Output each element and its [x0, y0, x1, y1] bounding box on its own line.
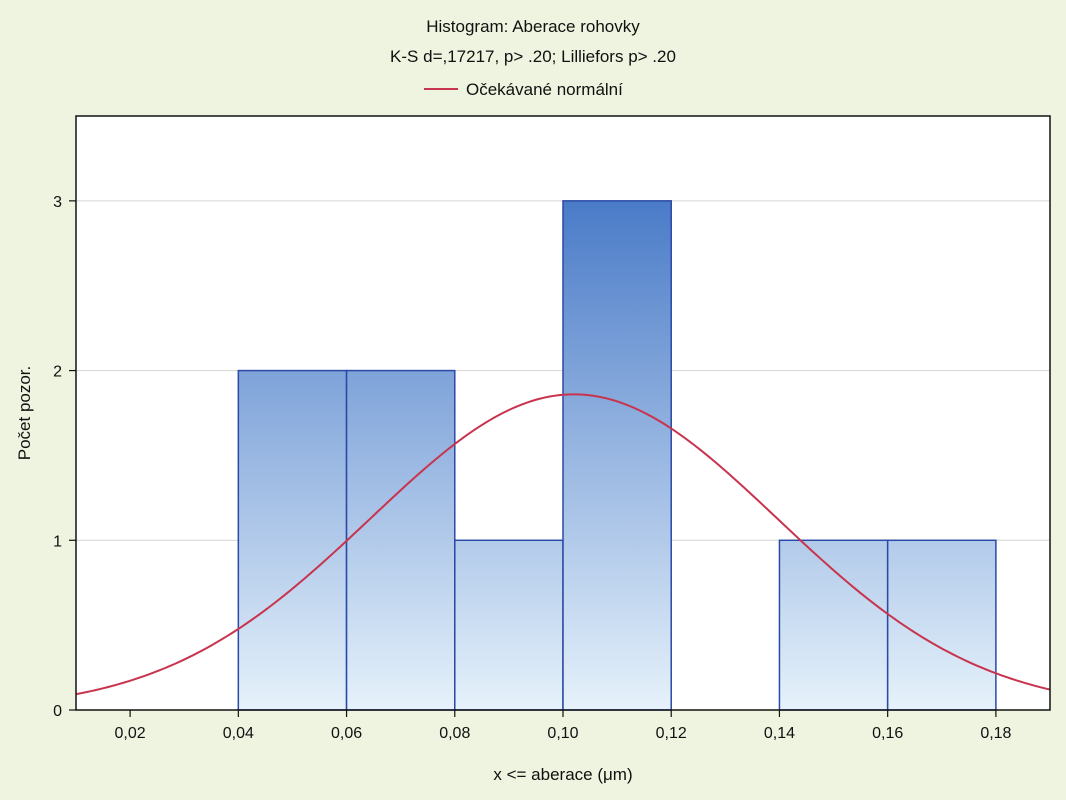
legend: Očekávané normální [424, 80, 623, 99]
y-tick-label: 1 [53, 533, 62, 550]
legend-label-expected-normal: Očekávané normální [466, 80, 623, 99]
y-tick-label: 2 [53, 364, 62, 381]
histogram-bar [886, 539, 997, 711]
histogram-bar [345, 369, 456, 711]
y-tick-label: 0 [53, 703, 62, 720]
x-tick-label: 0,04 [223, 725, 254, 742]
x-tick-label: 0,14 [764, 725, 795, 742]
x-tick-label: 0,12 [656, 725, 687, 742]
histogram-bars [237, 200, 997, 711]
x-axis-label: x <= aberace (μm) [493, 765, 632, 784]
x-axis-ticks: 0,02 0,04 0,06 0,08 0,10 0,12 0,14 0,16 0,18 [115, 710, 1012, 742]
normal-curve-layer [75, 393, 1051, 696]
x-tick-label: 0,16 [872, 725, 903, 742]
x-tick-label: 0,08 [439, 725, 470, 742]
normal-curve [75, 393, 1051, 696]
y-axis-label: Počet pozor. [15, 366, 34, 461]
histogram-bar [778, 539, 889, 711]
chart-title: Histogram: Aberace rohovky [426, 17, 640, 36]
chart-subtitle: K-S d=,17217, p> .20; Lilliefors p> .20 [390, 47, 676, 66]
y-axis-ticks: 0 1 2 3 [53, 194, 76, 720]
x-tick-label: 0,02 [115, 725, 146, 742]
histogram-bar [454, 539, 564, 711]
x-tick-label: 0,10 [547, 725, 578, 742]
histogram-bar [562, 200, 672, 711]
y-tick-label: 3 [53, 194, 62, 211]
histogram-bar [237, 369, 348, 711]
x-tick-label: 0,06 [331, 725, 362, 742]
x-tick-label: 0,18 [980, 725, 1011, 742]
